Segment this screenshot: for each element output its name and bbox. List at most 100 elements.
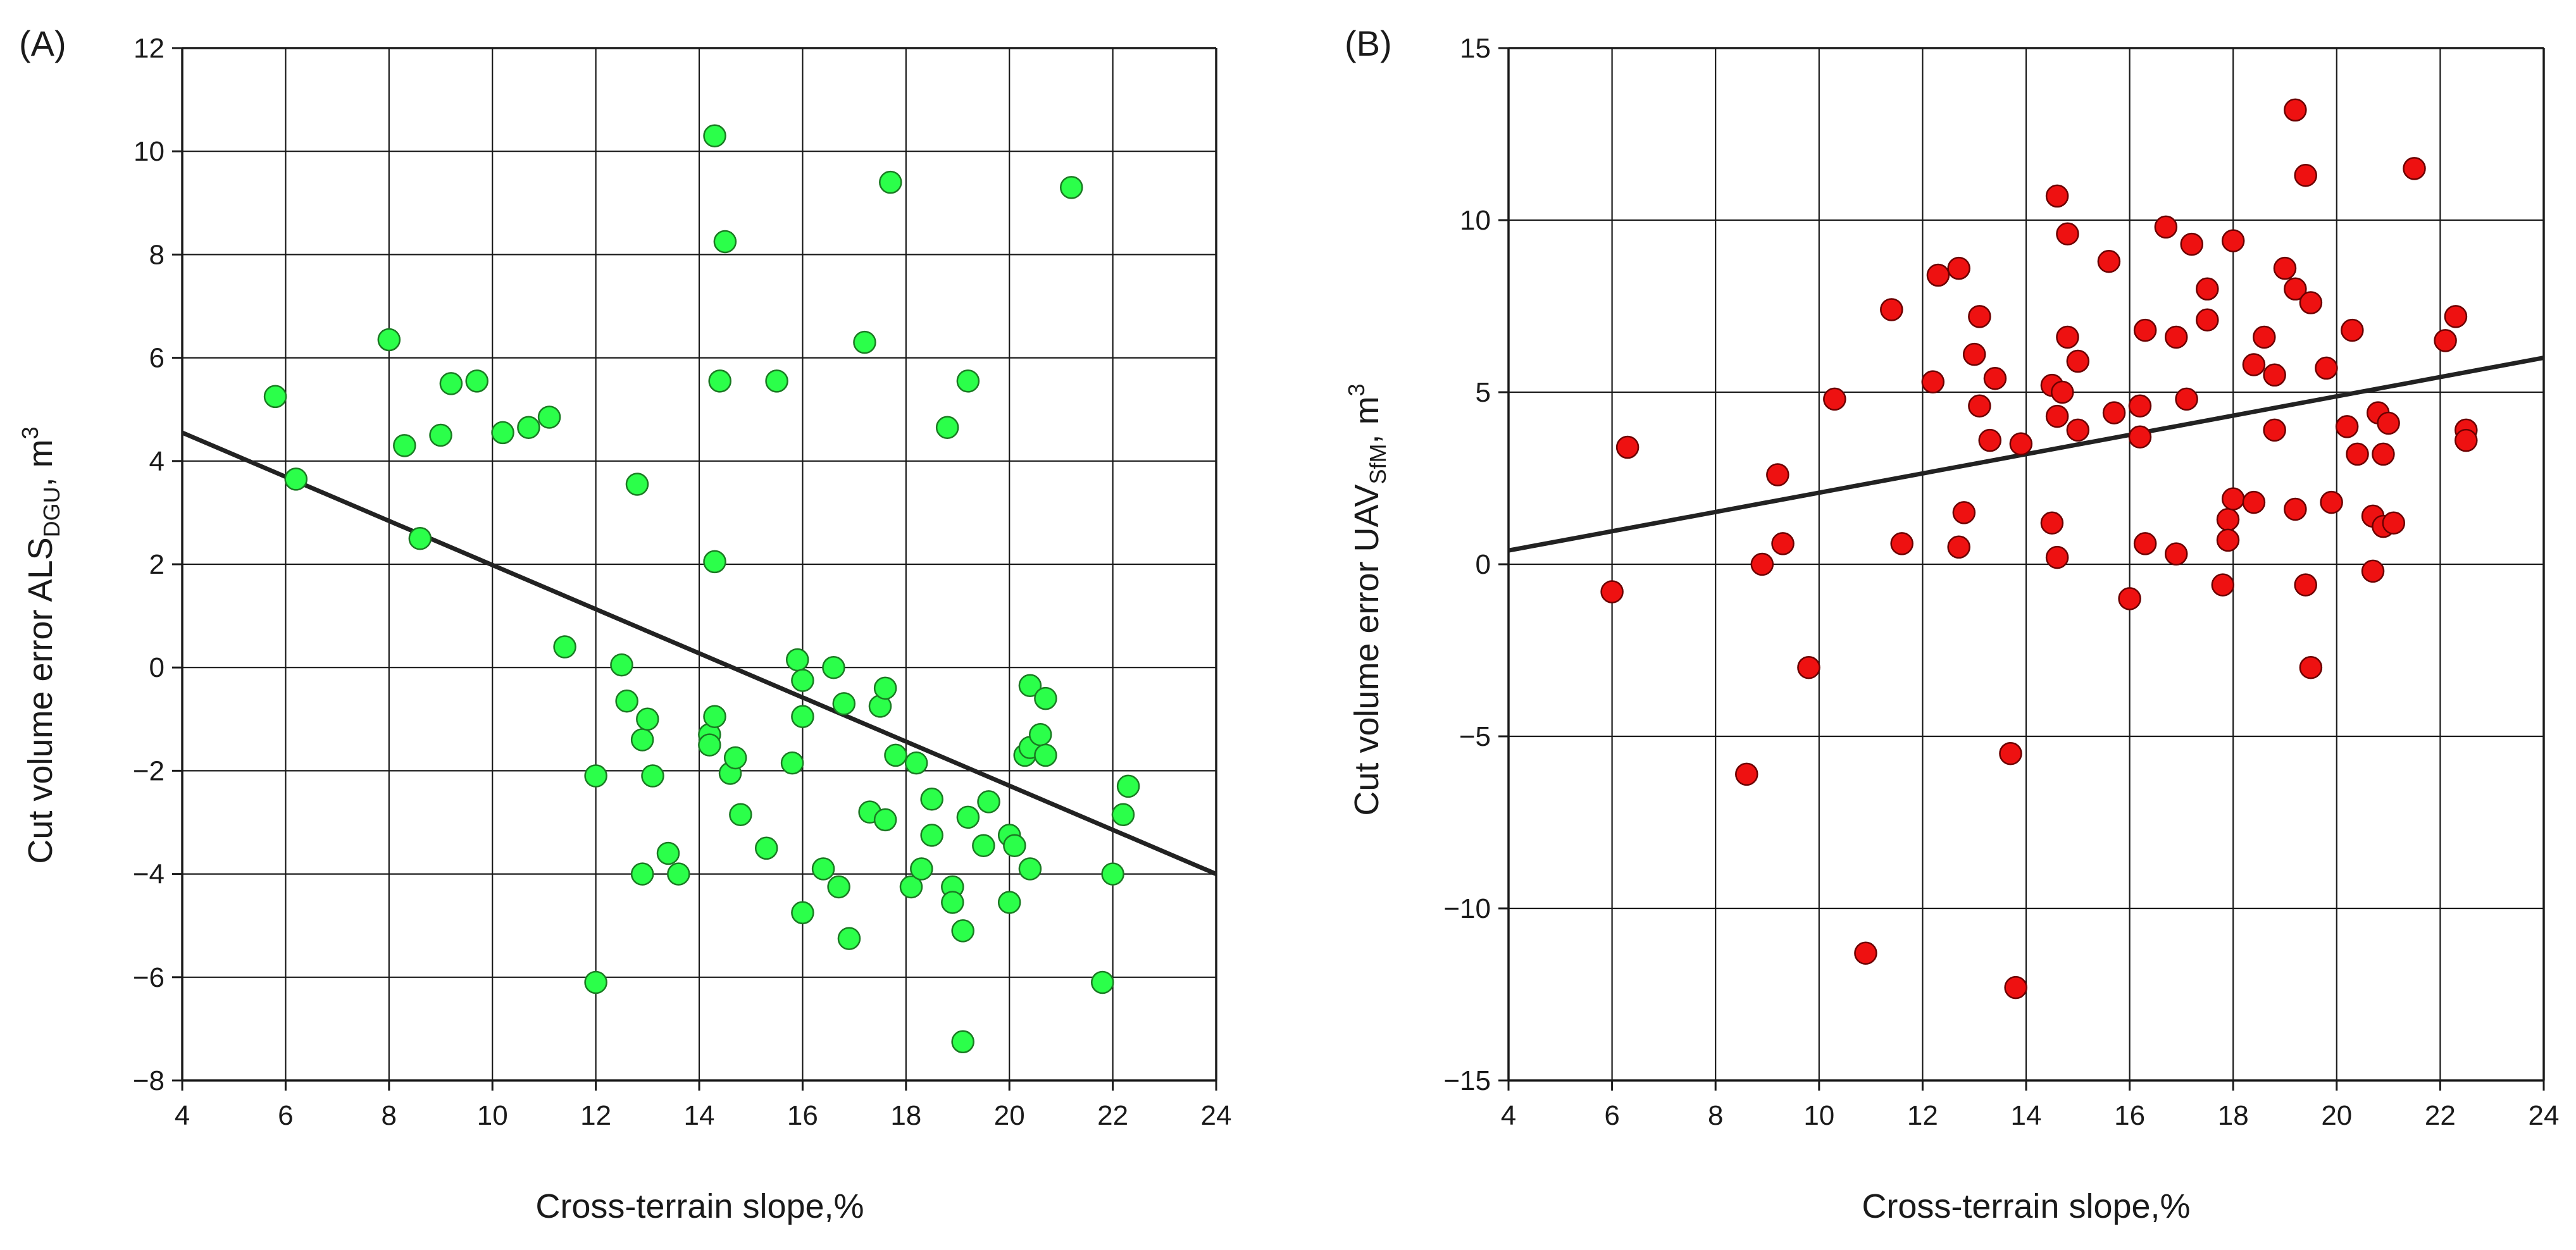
- panel-b-data-point: [2009, 432, 2033, 455]
- panel-a-data-point: [920, 788, 943, 811]
- panel-b-x-tick-label: 16: [2114, 1100, 2145, 1131]
- panel-b-x-tick-label: 22: [2425, 1100, 2456, 1131]
- panel-b-data-point: [2263, 418, 2286, 442]
- panel-a-y-tick-label: −2: [133, 755, 165, 786]
- panel-a-data-point: [811, 857, 835, 881]
- panel-b-data-point: [2434, 329, 2457, 352]
- panel-a-data-point: [698, 733, 721, 757]
- panel-b-data-point: [2164, 325, 2188, 349]
- panel-b-data-point: [2216, 508, 2240, 531]
- panel-a-y-tick-label: 8: [149, 239, 165, 270]
- panel-b-data-point: [2216, 528, 2240, 552]
- panel-b-data-point: [2444, 305, 2468, 328]
- panel-a-data-point: [941, 891, 964, 914]
- panel-a-data-point: [997, 891, 1021, 914]
- panel-b-x-tick-label: 20: [2321, 1100, 2352, 1131]
- panel-b-points: [1600, 98, 2478, 999]
- panel-b-data-point: [2372, 442, 2395, 466]
- panel-b-data-point: [2045, 404, 2069, 428]
- panel-b-data-point: [2273, 256, 2297, 280]
- panel-b-data-point: [2175, 387, 2198, 411]
- panel-a-data-point: [517, 416, 540, 440]
- panel-a-points: [263, 124, 1140, 1054]
- panel-a-x-tick-label: 4: [175, 1100, 190, 1131]
- panel-b-data-point: [1854, 941, 1877, 965]
- panel-a-data-point: [1034, 686, 1057, 710]
- panel-a-data-point: [884, 743, 907, 767]
- panel-a-data-point: [439, 372, 463, 395]
- panel-b-data-point: [2346, 442, 2369, 466]
- panel-b-x-tick-label: 14: [2011, 1100, 2042, 1131]
- panel-b-data-point: [1968, 394, 1991, 418]
- panel-a-x-tick-label: 24: [1201, 1100, 1232, 1131]
- panel-b-data-point: [2196, 277, 2219, 301]
- panel-b-data-point: [2299, 291, 2323, 314]
- panel-a-data-point: [1091, 970, 1114, 994]
- panel-b-data-point: [2382, 511, 2406, 535]
- panel-b-data-point: [2263, 363, 2286, 387]
- panel-b-data-point: [2284, 497, 2307, 521]
- panel-a-data-point: [723, 746, 747, 770]
- panel-b-x-tick-label: 18: [2218, 1100, 2249, 1131]
- panel-b-data-point: [1978, 428, 2001, 452]
- panel-a-data-point: [1003, 834, 1026, 857]
- panel-b-data-point: [1999, 741, 2022, 765]
- panel-b-data-point: [2341, 318, 2364, 342]
- panel-a-data-point: [625, 473, 649, 496]
- panel-b-data-point: [1823, 387, 1846, 411]
- panel-b-data-point: [2299, 655, 2323, 679]
- panel-a-chart: (A) 4 6 8 10 12 14 16 18 20 22 24−8−6−4−2024681012…: [17, 23, 1231, 1225]
- panel-a-data-point: [879, 170, 902, 194]
- panel-b-data-point: [2335, 415, 2359, 438]
- panel-a-data-point: [791, 705, 814, 728]
- panel-a-x-tick-label: 14: [684, 1100, 715, 1131]
- panel-a-data-point: [491, 421, 514, 445]
- panel-a-data-point: [615, 689, 638, 713]
- panel-a-data-point: [873, 676, 897, 700]
- panel-a-data-point: [393, 434, 416, 457]
- panel-b-data-point: [2133, 532, 2157, 555]
- panel-b-data-point: [2040, 511, 2064, 535]
- panel-b-ticks: 4 6 8 10 12 14 16 18 20 22 24 −15 −10 −5 0 5 10 15: [1443, 33, 2559, 1131]
- panel-a-y-tick-label: 4: [149, 446, 165, 477]
- panel-a-data-point: [822, 655, 845, 679]
- panel-a-y-tick-label: −4: [133, 859, 165, 890]
- panel-a-x-tick-label: 16: [787, 1100, 818, 1131]
- panel-a-data-point: [703, 550, 726, 574]
- panel-a-data-point: [729, 803, 752, 827]
- panel-a-data-point: [1116, 774, 1140, 798]
- panel-a-data-point: [641, 764, 664, 788]
- panel-b-ylabel-sup: 3: [1343, 383, 1369, 396]
- panel-b-x-tick-label: 6: [1604, 1100, 1619, 1131]
- panel-b-trend-line: [1508, 356, 2544, 553]
- panel-b-data-point: [1926, 263, 1950, 287]
- panel-a-data-point: [630, 862, 654, 886]
- panel-a-data-point: [873, 808, 897, 832]
- panel-a-data-point: [791, 901, 814, 925]
- panel-b-data-point: [2315, 356, 2338, 380]
- panel-a-ylabel-main: Cut volume error ALS: [22, 537, 59, 863]
- panel-a-data-point: [377, 328, 401, 352]
- panel-b-data-point: [1983, 366, 2007, 390]
- panel-a-data-point: [1059, 176, 1083, 199]
- panel-a-data-point: [956, 805, 980, 829]
- panel-a-ylabel-sub: DGU: [39, 486, 65, 537]
- panel-a-grid: [181, 47, 1217, 1082]
- panel-a-x-tick-label: 12: [580, 1100, 611, 1131]
- panel-a-data-point: [837, 927, 861, 950]
- panel-a-data-point: [708, 369, 731, 393]
- panel-a-data-point: [827, 875, 850, 899]
- panel-a-data-point: [899, 875, 923, 899]
- panel-a-trend-line: [181, 430, 1217, 876]
- panel-a-data-point: [656, 841, 680, 865]
- panel-a-data-point: [667, 862, 690, 886]
- panel-b-data-point: [2284, 277, 2307, 301]
- panel-a-label: (A): [19, 23, 66, 63]
- panel-b-y-tick-label: 5: [1476, 377, 1491, 408]
- panel-a-data-point: [853, 330, 876, 354]
- panel-b-data-point: [1968, 305, 1991, 328]
- panel-b-data-point: [1766, 463, 1789, 486]
- panel-a-x-tick-label: 6: [278, 1100, 293, 1131]
